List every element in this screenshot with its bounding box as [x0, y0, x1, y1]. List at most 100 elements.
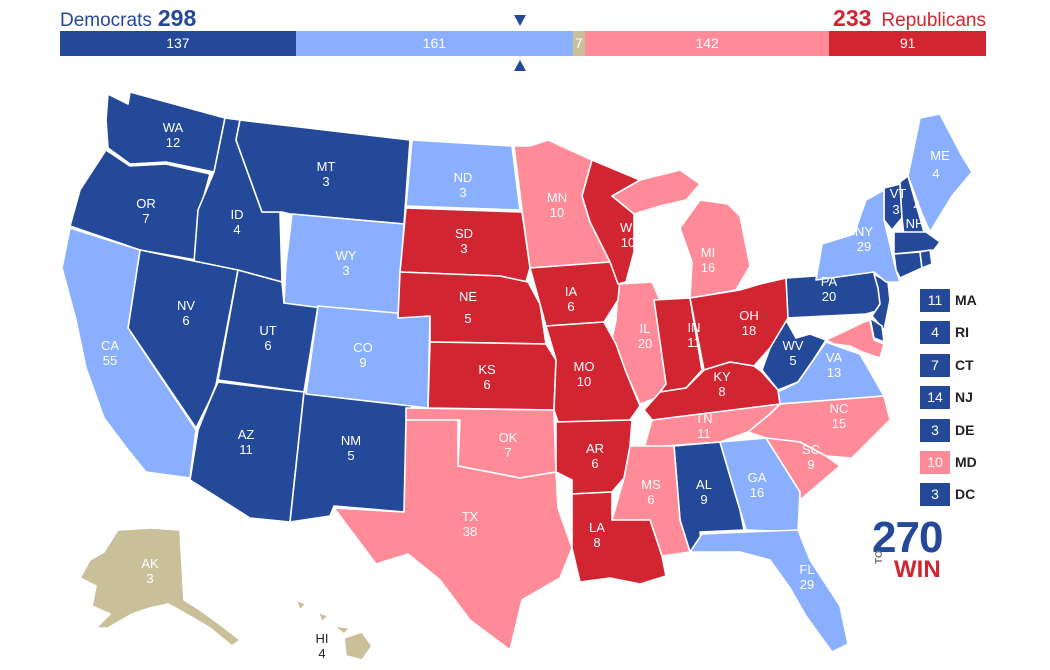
label-NV-abbr: NV: [177, 298, 195, 313]
state-SC[interactable]: [765, 437, 841, 501]
label-MS-ev: 6: [647, 492, 654, 507]
label-MI-abbr: MI: [701, 245, 715, 260]
small-state-label-RI: RI: [955, 324, 969, 340]
small-state-box-MD[interactable]: 10: [920, 451, 950, 474]
label-LA-ev: 8: [593, 535, 600, 550]
label-IA-abbr: IA: [565, 284, 578, 299]
label-KY-ev: 8: [718, 384, 725, 399]
state-ME[interactable]: [907, 113, 973, 233]
state-RI[interactable]: [919, 249, 933, 269]
label-VA-ev: 13: [827, 365, 841, 380]
label-ID-ev: 4: [233, 222, 240, 237]
state-WI[interactable]: [581, 159, 641, 285]
small-state-box-DE[interactable]: 3: [920, 419, 950, 442]
label-WY-ev: 3: [342, 263, 349, 278]
label-OH-ev: 18: [742, 323, 756, 338]
state-LA[interactable]: [571, 491, 667, 585]
label-VT-abbr: VT: [890, 186, 907, 201]
state-ND[interactable]: [405, 139, 521, 211]
label-KS-abbr: KS: [478, 362, 496, 377]
state-MI[interactable]: [679, 199, 751, 299]
small-state-box-NJ[interactable]: 14: [920, 386, 950, 409]
state-MI-upper[interactable]: [611, 169, 701, 215]
state-AK[interactable]: [79, 527, 241, 647]
bar-segment-lean-dem: 161: [295, 31, 573, 56]
270-marker-top-icon: [514, 15, 526, 26]
label-WY-abbr: WY: [336, 248, 357, 263]
label-FL-abbr: FL: [799, 562, 814, 577]
small-state-box-DC[interactable]: 3: [920, 483, 950, 506]
label-CA-ev: 55: [103, 353, 117, 368]
label-ME-ev: 4: [932, 166, 939, 181]
label-SD-ev: 3: [460, 241, 467, 256]
label-WI-abbr: WI: [620, 220, 636, 235]
label-UT-abbr: UT: [259, 323, 276, 338]
bar-segment-tossup: 7: [572, 31, 585, 56]
label-NC-abbr: NC: [830, 401, 849, 416]
label-IA-ev: 6: [567, 299, 574, 314]
label-WV-abbr: WV: [783, 338, 804, 353]
state-CA[interactable]: [61, 227, 197, 479]
label-MT-abbr: MT: [317, 159, 336, 174]
state-CO[interactable]: [305, 305, 431, 409]
logo-win: WIN: [894, 556, 941, 583]
label-MI-ev: 16: [701, 260, 715, 275]
label-NM-abbr: NM: [341, 433, 361, 448]
label-WV-ev: 5: [789, 353, 796, 368]
bar-segment-lean-rep: 142: [584, 31, 830, 56]
label-KS-ev: 6: [483, 377, 490, 392]
label-OR-abbr: OR: [136, 196, 156, 211]
label-TX-abbr: TX: [462, 509, 479, 524]
label-KY-abbr: KY: [713, 369, 731, 384]
label-AL-abbr: AL: [696, 477, 712, 492]
logo-number: 270: [872, 513, 943, 562]
label-WI-ev: 10: [621, 235, 635, 250]
state-MO[interactable]: [545, 321, 641, 423]
republicans-total: 233: [833, 5, 872, 31]
label-SC-ev: 9: [807, 457, 814, 472]
state-NY[interactable]: [815, 189, 901, 283]
270-marker-bottom-icon: [514, 60, 526, 71]
state-IL[interactable]: [609, 281, 667, 405]
label-MN-ev: 10: [550, 205, 564, 220]
label-MO-ev: 10: [577, 374, 591, 389]
small-state-label-MA: MA: [955, 292, 977, 308]
state-FL[interactable]: [689, 529, 849, 653]
label-MO-abbr: MO: [574, 359, 595, 374]
label-WA-abbr: WA: [163, 120, 184, 135]
small-state-box-CT[interactable]: 7: [920, 354, 950, 377]
small-state-label-MD: MD: [955, 454, 977, 470]
label-NV-ev: 6: [182, 313, 189, 328]
label-SD-abbr: SD: [455, 226, 473, 241]
label-CA-abbr: CA: [101, 338, 119, 353]
state-TX[interactable]: [333, 419, 573, 651]
label-AZ-ev: 11: [239, 442, 253, 457]
state-MD[interactable]: [825, 319, 885, 359]
label-NY-ev: 29: [857, 239, 871, 254]
label-OK-ev: 7: [504, 445, 511, 460]
label-GA-ev: 16: [750, 485, 764, 500]
label-SC-abbr: SC: [802, 442, 820, 457]
label-NE-ev: 5: [464, 311, 471, 326]
label-MS-abbr: MS: [641, 477, 661, 492]
label-FL-ev: 29: [800, 577, 814, 592]
label-HI-ev: 4: [318, 646, 325, 661]
label-WA-ev: 12: [166, 135, 180, 150]
label-NC-ev: 15: [832, 416, 846, 431]
electoral-vote-bar: 137 161 7 142 91: [60, 31, 986, 56]
state-WA[interactable]: [105, 91, 226, 173]
small-state-box-MA[interactable]: 11: [920, 289, 950, 312]
270towin-logo[interactable]: 270 TO WIN: [872, 513, 943, 584]
small-state-label-CT: CT: [955, 357, 974, 373]
label-NH-abbr: NH: [906, 216, 925, 231]
label-AL-ev: 9: [700, 492, 707, 507]
label-IL-abbr: IL: [640, 321, 651, 336]
small-state-box-RI[interactable]: 4: [920, 321, 950, 344]
state-MA[interactable]: [893, 231, 941, 255]
state-HI[interactable]: [295, 599, 373, 661]
state-MT[interactable]: [235, 119, 411, 225]
label-IN-ev: 11: [687, 335, 701, 350]
label-TX-ev: 38: [463, 524, 477, 539]
bar-segment-safe-rep: 91: [829, 31, 986, 56]
state-KY[interactable]: [643, 361, 781, 421]
